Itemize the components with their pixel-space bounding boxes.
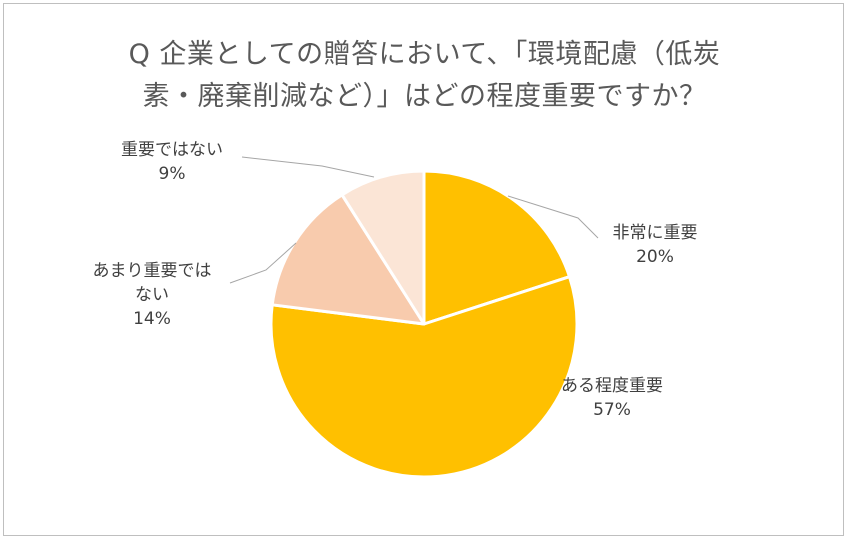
slice-label-1-line-2: 20% <box>636 247 674 267</box>
leader-line-4 <box>241 156 375 178</box>
leader-line-1 <box>507 195 599 239</box>
slice-label-1-line-1: 非常に重要 <box>613 223 698 243</box>
slice-4 <box>340 169 426 326</box>
slice-label-3-line-3: 14% <box>133 309 171 329</box>
chart-title-line-1: Q 企業としての贈答において、「環境配慮（低炭 <box>128 39 721 70</box>
chart-title-line-2: 素・廃棄削減など）」はどの程度重要ですか？ <box>142 81 707 112</box>
slice-label-4: 重要ではない 9% <box>121 140 223 184</box>
slice-label-3-line-2: ない <box>135 285 169 305</box>
slice-1 <box>422 169 572 326</box>
slice-label-1: 非常に重要 20% <box>613 223 698 267</box>
slice-label-2-line-1: ある程度重要 <box>561 376 663 396</box>
slice-label-4-line-2: 9% <box>159 164 186 184</box>
slice-label-4-line-1: 重要ではない <box>121 140 223 160</box>
leader-line-3 <box>229 242 297 284</box>
slice-label-2: ある程度重要 57% <box>561 376 663 420</box>
slice-label-3-line-1: あまり重要では <box>93 261 212 281</box>
slice-label-2-line-2: 57% <box>593 400 631 420</box>
slice-label-3: あまり重要ではない 14% <box>93 261 212 329</box>
slice-2 <box>269 275 579 479</box>
slice-3 <box>270 193 426 326</box>
